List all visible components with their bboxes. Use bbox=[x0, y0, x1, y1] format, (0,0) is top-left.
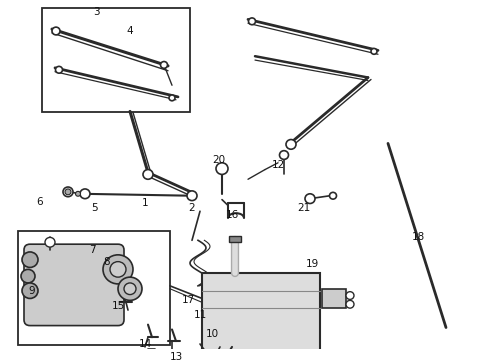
Circle shape bbox=[248, 18, 255, 25]
Circle shape bbox=[22, 252, 38, 267]
Text: 6: 6 bbox=[37, 197, 43, 207]
Circle shape bbox=[216, 163, 228, 175]
Text: 14: 14 bbox=[138, 339, 151, 349]
Bar bbox=[202, 273, 320, 353]
Circle shape bbox=[143, 170, 153, 179]
Text: 16: 16 bbox=[225, 210, 239, 220]
Circle shape bbox=[80, 189, 90, 199]
Bar bbox=[18, 231, 170, 345]
Text: 10: 10 bbox=[205, 329, 219, 339]
Circle shape bbox=[371, 49, 377, 54]
Text: 7: 7 bbox=[89, 245, 96, 255]
Circle shape bbox=[286, 140, 296, 149]
Text: 17: 17 bbox=[181, 296, 195, 305]
Circle shape bbox=[103, 255, 133, 284]
Bar bbox=[229, 237, 241, 242]
Bar bbox=[322, 289, 346, 308]
FancyBboxPatch shape bbox=[24, 244, 124, 325]
Text: 20: 20 bbox=[213, 155, 225, 165]
Circle shape bbox=[279, 151, 289, 159]
Text: 21: 21 bbox=[297, 203, 311, 213]
Circle shape bbox=[169, 95, 175, 101]
Text: 1: 1 bbox=[142, 198, 148, 208]
Circle shape bbox=[346, 300, 354, 308]
Circle shape bbox=[22, 283, 38, 298]
Circle shape bbox=[187, 191, 197, 201]
Text: 5: 5 bbox=[91, 203, 98, 213]
Circle shape bbox=[161, 62, 168, 68]
Text: 3: 3 bbox=[93, 6, 99, 17]
Text: 19: 19 bbox=[305, 258, 318, 269]
Circle shape bbox=[52, 27, 60, 35]
Circle shape bbox=[55, 66, 63, 73]
Text: 2: 2 bbox=[189, 203, 196, 213]
Circle shape bbox=[75, 192, 80, 196]
Text: 13: 13 bbox=[170, 352, 183, 360]
Text: 18: 18 bbox=[412, 233, 425, 242]
Bar bbox=[42, 8, 190, 112]
Circle shape bbox=[124, 283, 136, 294]
Text: 4: 4 bbox=[127, 26, 133, 36]
Circle shape bbox=[110, 262, 126, 277]
Circle shape bbox=[21, 269, 35, 283]
Circle shape bbox=[305, 194, 315, 203]
Circle shape bbox=[346, 292, 354, 300]
Text: 11: 11 bbox=[194, 310, 207, 320]
Circle shape bbox=[65, 189, 71, 195]
Text: 8: 8 bbox=[104, 257, 110, 267]
Circle shape bbox=[45, 237, 55, 247]
Text: 9: 9 bbox=[29, 286, 35, 296]
Text: 15: 15 bbox=[111, 301, 124, 311]
Circle shape bbox=[329, 192, 337, 199]
Circle shape bbox=[118, 277, 142, 300]
Text: 12: 12 bbox=[271, 160, 285, 170]
Circle shape bbox=[63, 187, 73, 197]
